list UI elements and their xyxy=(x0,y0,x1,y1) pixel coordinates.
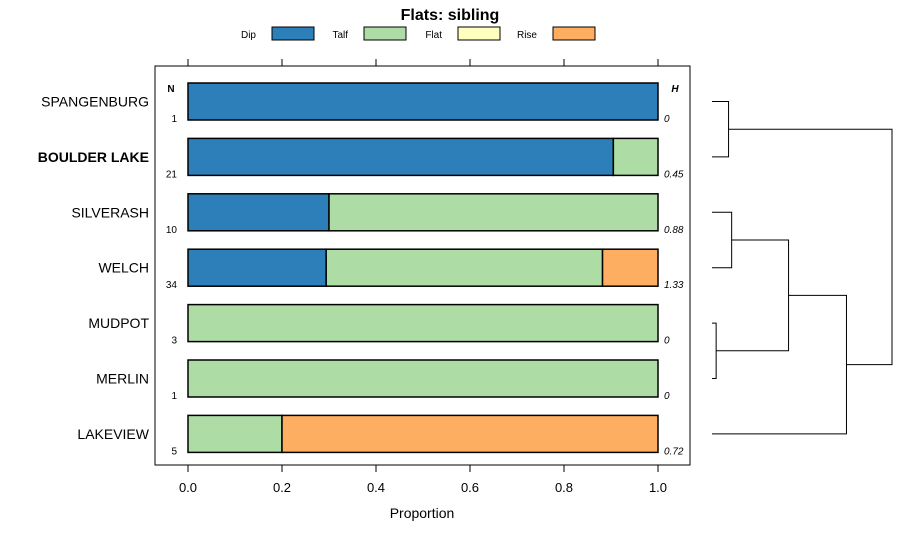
h-value: 1.33 xyxy=(664,280,684,291)
legend-swatch-dip xyxy=(271,26,315,41)
dendrogram-branch xyxy=(716,239,790,352)
h-value: 0.72 xyxy=(664,446,684,457)
bar-row-mudpot: MUDPOT 3 0 xyxy=(88,303,670,347)
dendrogram-branch xyxy=(712,322,717,379)
n-value: 3 xyxy=(171,336,177,347)
dendrogram-branch xyxy=(712,211,733,269)
legend-label-dip: Dip xyxy=(241,30,256,41)
n-value: 10 xyxy=(166,225,178,236)
x-tick-label: 0.8 xyxy=(555,480,573,495)
x-tick-label: 0.4 xyxy=(367,480,385,495)
dendrogram xyxy=(712,101,893,435)
legend-swatch-flat xyxy=(457,26,501,41)
bar-segment-talf xyxy=(612,137,659,177)
bar-segment-dip xyxy=(187,137,615,177)
legend-label-rise: Rise xyxy=(517,30,537,41)
n-value: 5 xyxy=(171,446,177,457)
h-value: 0 xyxy=(664,114,670,125)
bar-segment-talf xyxy=(325,248,604,287)
h-value: 0 xyxy=(664,336,670,347)
chart-title: Flats: sibling xyxy=(401,7,500,24)
legend-swatch-rise xyxy=(552,26,596,41)
legend-label-flat: Flat xyxy=(425,30,442,41)
n-column-header: N xyxy=(167,84,174,95)
category-label: BOULDER LAKE xyxy=(38,149,149,165)
category-label: WELCH xyxy=(98,260,149,276)
category-label: MUDPOT xyxy=(88,315,149,331)
n-value: 34 xyxy=(166,280,178,291)
bar-segment-talf xyxy=(187,414,283,454)
n-value: 1 xyxy=(171,391,177,402)
category-label: MERLIN xyxy=(96,371,149,387)
plot-panel xyxy=(154,65,691,466)
category-label: SILVERASH xyxy=(71,204,149,220)
dendrogram-branch xyxy=(712,294,847,435)
category-label: LAKEVIEW xyxy=(77,426,149,442)
bar-segment-talf xyxy=(187,359,659,398)
h-value: 0.88 xyxy=(664,225,684,236)
bar-row-merlin: MERLIN 1 0 xyxy=(96,359,670,402)
category-label: SPANGENBURG xyxy=(41,94,149,110)
bar-segment-talf xyxy=(187,303,659,343)
x-axis-title: Proportion xyxy=(390,505,455,521)
x-tick-label: 1.0 xyxy=(649,480,667,495)
bar-segment-dip xyxy=(187,193,330,232)
x-tick-label: 0.6 xyxy=(461,480,479,495)
bar-row-boulder-lake: BOULDER LAKE 21 0.45 xyxy=(38,137,684,180)
bar-segment-dip xyxy=(187,82,659,121)
bar-segment-rise xyxy=(601,248,659,287)
bar-segment-talf xyxy=(328,193,659,232)
x-tick-label: 0.0 xyxy=(179,480,197,495)
bar-row-silverash: SILVERASH 10 0.88 xyxy=(71,193,684,236)
h-value: 0.45 xyxy=(664,169,684,180)
bar-row-welch: WELCH 34 1.33 xyxy=(98,248,684,291)
legend-swatch-talf xyxy=(363,26,407,41)
h-value: 0 xyxy=(664,391,670,402)
legend-label-talf: Talf xyxy=(332,30,348,41)
x-axis: 0.0 0.2 0.4 0.6 0.8 1.0 xyxy=(179,59,667,495)
n-value: 21 xyxy=(166,169,178,180)
bar-row-spangenburg: SPANGENBURG 1 0 xyxy=(41,82,670,125)
x-tick-label: 0.2 xyxy=(273,480,291,495)
dendrogram-branch xyxy=(712,101,730,158)
bar-segment-rise xyxy=(281,414,659,454)
n-value: 1 xyxy=(171,114,177,125)
legend: Dip Talf Flat Rise xyxy=(241,26,596,41)
bar-segment-dip xyxy=(187,248,327,287)
bar-row-lakeview: LAKEVIEW 5 0.72 xyxy=(77,414,684,457)
dendrogram-branch xyxy=(728,128,893,366)
h-column-header: H xyxy=(671,84,679,95)
